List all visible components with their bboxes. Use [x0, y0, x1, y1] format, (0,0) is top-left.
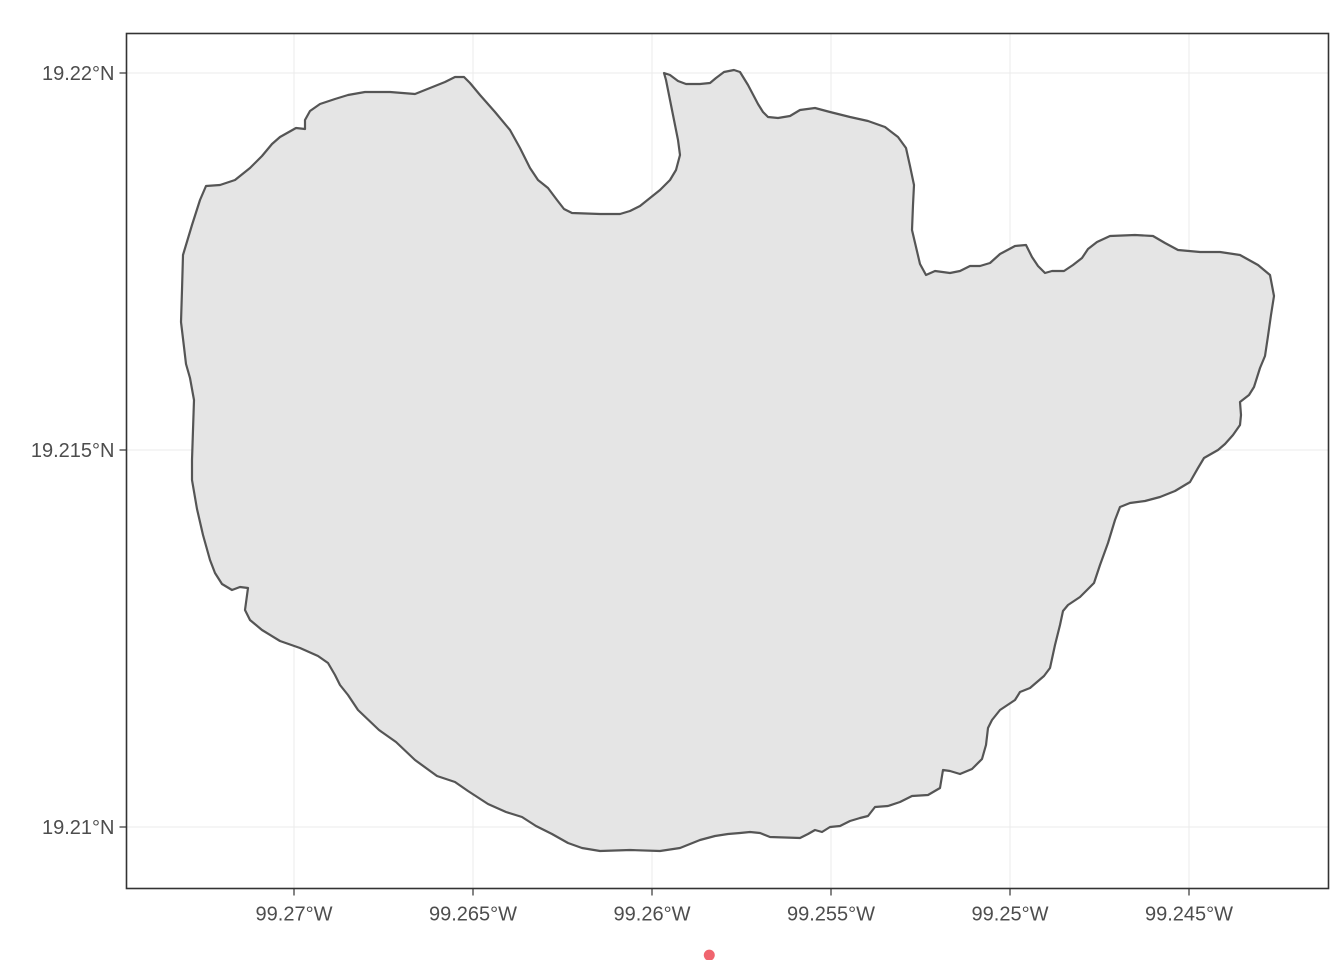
x-tick-label: 99.27°W — [256, 904, 333, 926]
x-tick-label: 99.255°W — [787, 904, 875, 926]
x-tick-label: 99.265°W — [429, 904, 517, 926]
y-tick-label: 19.22°N — [42, 63, 115, 85]
y-tick-label: 19.21°N — [42, 817, 115, 839]
x-tick-label: 99.26°W — [614, 904, 691, 926]
x-tick-label: 99.25°W — [972, 904, 1049, 926]
axes: 99.27°W 99.265°W 99.26°W 99.255°W 99.25°W 99.… — [31, 63, 1233, 926]
data-point — [703, 949, 715, 960]
plot-frame — [125, 32, 1330, 890]
x-tick-label: 99.245°W — [1145, 904, 1233, 926]
y-tick-label: 19.215°N — [31, 440, 115, 462]
data-points — [703, 949, 715, 960]
region-polygon — [179, 68, 1276, 853]
